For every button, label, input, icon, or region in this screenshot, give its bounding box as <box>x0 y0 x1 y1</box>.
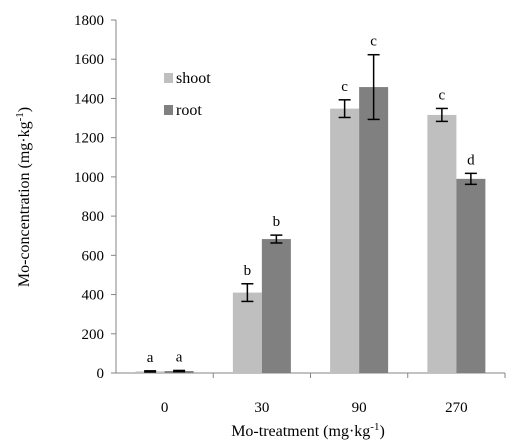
y-tick-label: 1200 <box>74 131 104 147</box>
bar-shoot <box>232 292 262 373</box>
significance-label: b <box>273 214 281 230</box>
y-tick-label: 800 <box>82 209 105 225</box>
significance-label: c <box>439 87 446 103</box>
y-tick-label: 0 <box>97 366 105 382</box>
significance-label: b <box>244 263 252 279</box>
x-tick-label: 90 <box>352 400 367 416</box>
y-tick-label: 600 <box>82 248 105 264</box>
x-tick-label: 0 <box>161 400 169 416</box>
significance-label: c <box>341 79 348 95</box>
y-tick-label: 1000 <box>74 170 104 186</box>
y-axis-title: Mo-concentration (mg·kg-1) <box>14 107 33 287</box>
bars: a a b b c c c d <box>135 34 486 374</box>
bar-root <box>359 87 389 373</box>
y-tick-label: 1800 <box>74 13 104 29</box>
legend-label-shoot: shoot <box>176 70 211 87</box>
y-tick-label: 1600 <box>74 52 104 68</box>
bar-shoot <box>427 114 457 373</box>
bar-shoot <box>330 108 360 374</box>
significance-label: a <box>147 350 154 366</box>
y-tick-label: 1400 <box>74 91 104 107</box>
x-axis-title: Mo-treatment (mg·kg-1) <box>231 421 385 440</box>
x-tick-label: 30 <box>254 400 269 416</box>
legend: shoot root <box>164 70 211 119</box>
legend-swatch-shoot <box>164 73 173 83</box>
y-tick-label: 400 <box>82 288 105 304</box>
significance-label: d <box>467 152 475 168</box>
axes: 0 200 400 600 800 1000 1200 1400 1600 1800 0 30 90 27… <box>74 13 506 416</box>
y-tick-label: 200 <box>82 327 105 343</box>
bar-root <box>456 178 486 373</box>
bar-root <box>261 239 291 373</box>
significance-label: a <box>176 349 183 365</box>
x-tick-label: 270 <box>445 400 468 416</box>
legend-label-root: root <box>176 102 202 119</box>
significance-label: c <box>370 34 377 50</box>
legend-swatch-root <box>164 105 173 115</box>
